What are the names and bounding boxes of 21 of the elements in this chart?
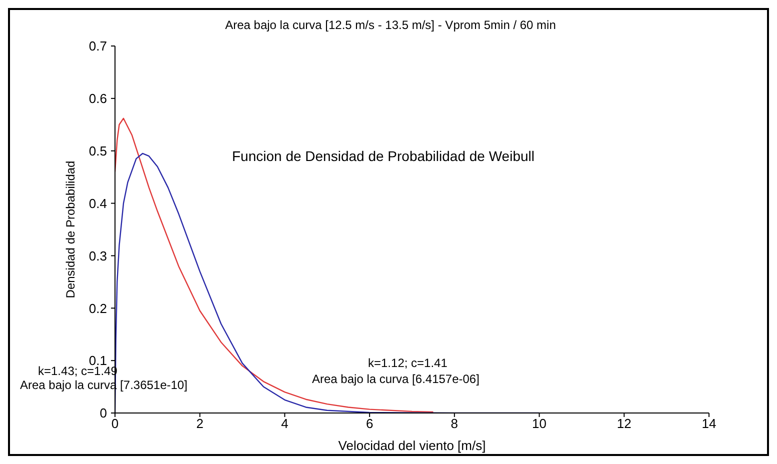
x-tick-label: 2 xyxy=(196,416,204,432)
chart-title: Area bajo la curva [12.5 m/s - 13.5 m/s] - Vprom 5min / 60 min xyxy=(224,18,557,32)
y-tick-label: 0.5 xyxy=(88,143,107,158)
y-tick-label: 0.7 xyxy=(88,38,107,54)
y-tick-label: 0.4 xyxy=(88,196,107,211)
y-tick-label: 0.6 xyxy=(88,91,107,106)
y-tick-label: 0 xyxy=(100,406,107,421)
x-tick-label: 4 xyxy=(281,416,288,432)
y-tick-label: 0.3 xyxy=(88,248,107,264)
y-axis-title: Densidad de Probabilidad xyxy=(63,160,78,298)
x-tick-label: 10 xyxy=(532,416,547,432)
annotation: k=1.12; c=1.41 xyxy=(368,356,448,370)
x-tick-label: 14 xyxy=(702,416,716,432)
x-axis-title: Velocidad del viento [m/s] xyxy=(338,438,486,453)
annotation: Area bajo la curva [6.4157e-06] xyxy=(312,372,480,386)
x-tick-label: 6 xyxy=(366,416,374,432)
x-tick-label: 12 xyxy=(616,416,632,432)
y-tick-label: 0.2 xyxy=(88,300,107,316)
text: Funcion de Densidad de Probabilidad de Weibull xyxy=(232,148,534,164)
x-tick-label: 8 xyxy=(450,416,458,432)
x-tick-label: 0 xyxy=(111,416,119,432)
